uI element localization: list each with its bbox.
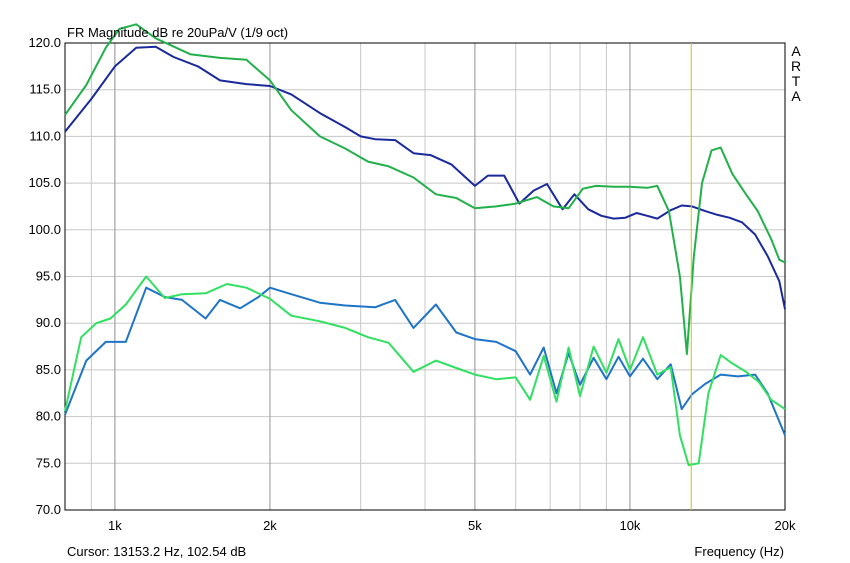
arta-letter: A [791, 88, 801, 104]
x-tick-label: 10k [619, 518, 640, 533]
y-tick-label: 105.0 [28, 175, 61, 190]
series-layer [64, 23, 786, 467]
y-tick-label: 110.0 [29, 128, 61, 143]
y-tick-label: 85.0 [36, 362, 61, 377]
chart-title: FR Magnitude dB re 20uPa/V (1/9 oct) [67, 25, 288, 40]
y-tick-labels: 70.0 75.0 80.0 85.0 90.0 95.0 100.0 105.0 110.0 1… [28, 35, 61, 517]
series-line-3 [64, 286, 786, 436]
series-line-2 [64, 23, 786, 355]
y-tick-label: 95.0 [36, 269, 61, 284]
x-tick-labels: 1k 2k 5k 10k 20k [108, 518, 796, 533]
arta-letter: T [792, 73, 801, 89]
y-tick-label: 90.0 [36, 315, 61, 330]
plot-area-border [64, 42, 786, 511]
cursor-readout: Cursor: 13153.2 Hz, 102.54 dB [67, 544, 246, 559]
y-tick-label: 100.0 [28, 222, 61, 237]
x-tick-label: 5k [468, 518, 482, 533]
y-tick-label: 70.0 [36, 502, 61, 517]
series-line-1 [64, 45, 786, 310]
arta-letter: A [791, 43, 801, 59]
y-tick-label: 75.0 [36, 455, 61, 470]
y-tick-label: 80.0 [36, 409, 61, 424]
x-axis-label: Frequency (Hz) [694, 544, 784, 559]
x-tick-label: 2k [263, 518, 277, 533]
y-tick-label: 115.0 [29, 82, 61, 97]
series-line-4 [64, 275, 786, 467]
y-tick-label: 120.0 [28, 35, 61, 50]
arta-letter: R [791, 58, 801, 74]
x-tick-label: 20k [775, 518, 796, 533]
x-tick-label: 1k [108, 518, 122, 533]
